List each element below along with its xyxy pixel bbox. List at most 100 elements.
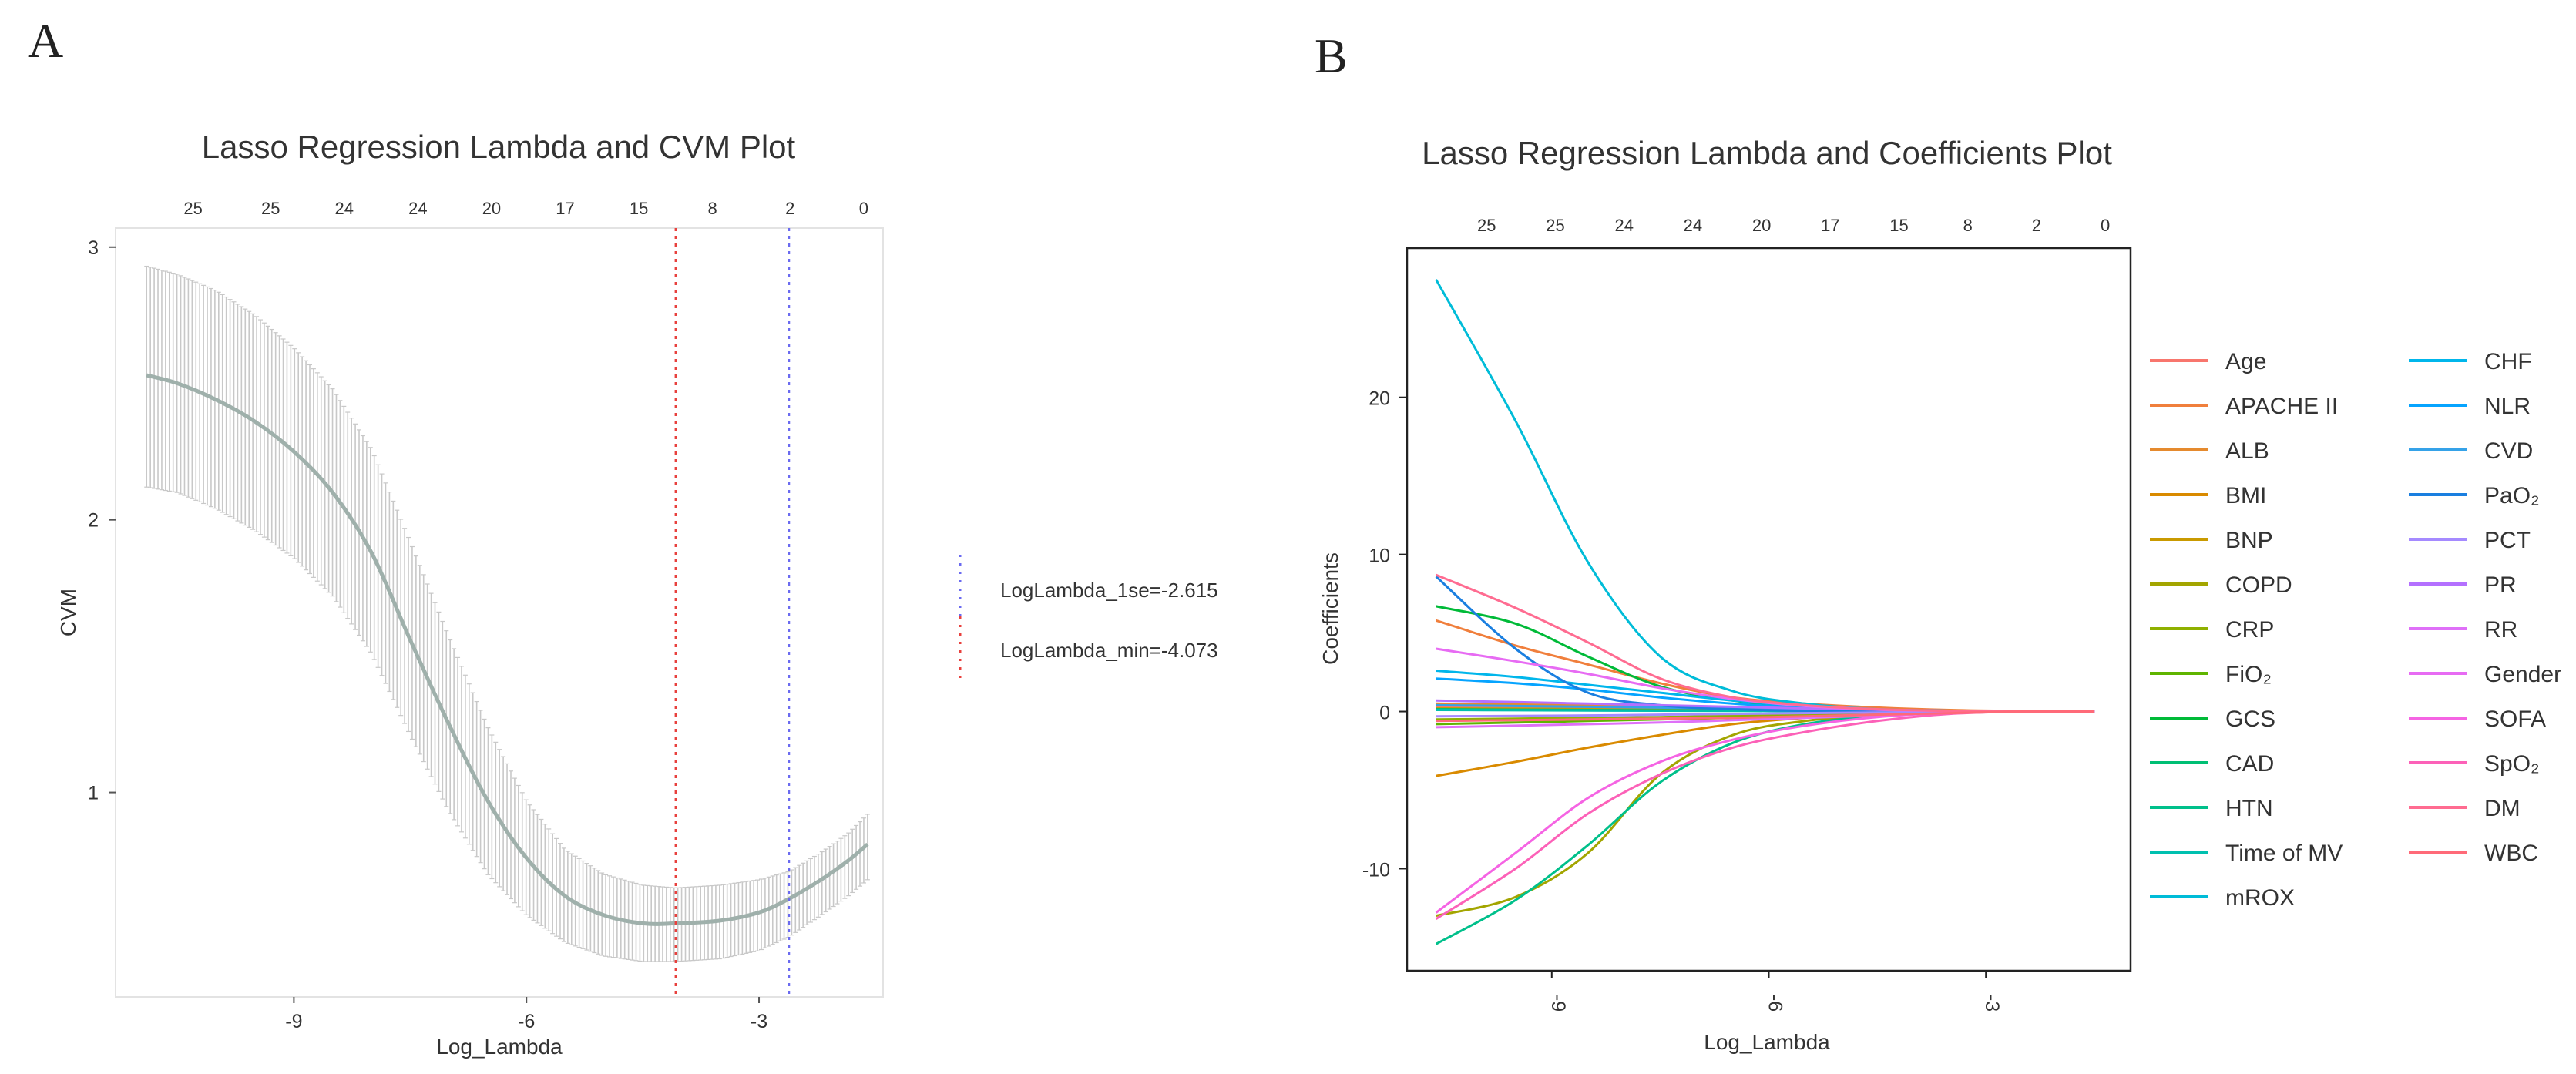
legend-label: PCT — [2484, 528, 2531, 553]
coef-top-ticks: 25 25 24 24 20 17 15 8 2 0 — [1477, 216, 2110, 235]
cvm-plot-frame — [115, 227, 884, 998]
legend-label: HTN — [2225, 796, 2273, 821]
cvm-top-tick-label: 24 — [408, 199, 427, 218]
cvm-y-ticks: 1 2 3 — [88, 237, 116, 804]
legend-item: CAD — [2150, 751, 2274, 777]
coef-legend: Age APACHE II ALB BMI BNP COPD CRP FiO₂ GCS CAD HT… — [2150, 349, 2561, 911]
coef-line — [1436, 710, 2095, 723]
coef-x-axis-label: Log_Lambda — [1704, 1030, 1830, 1054]
legend-label: CVD — [2484, 438, 2533, 464]
cvm-legend: LogLambda_1se=-2.615 LogLambda_min=-4.07… — [959, 555, 1218, 684]
legend-item: DM — [2409, 796, 2521, 821]
legend-item: Age — [2150, 349, 2266, 374]
legend-item: FiO₂ — [2150, 662, 2272, 687]
cvm-x-axis-label: Log_Lambda — [436, 1035, 563, 1059]
cvm-top-tick-label: 25 — [261, 199, 280, 218]
coef-plot-frame — [1406, 247, 2132, 972]
legend-label: mROX — [2225, 885, 2295, 911]
cvm-y-tick-label: 3 — [88, 237, 99, 259]
coef-y-tick-label: 10 — [1369, 545, 1390, 567]
cvm-top-tick-label: 17 — [556, 199, 574, 218]
legend-label: RR — [2484, 617, 2517, 643]
legend-label: ALB — [2225, 438, 2269, 464]
cvm-top-tick-label: 15 — [630, 199, 648, 218]
coefficients-chart: Lasso Regression Lambda and Coefficients… — [1318, 135, 2561, 1054]
coef-top-tick-label: 24 — [1614, 216, 1633, 235]
coef-y-ticks: -10 0 10 20 — [1362, 388, 1407, 881]
legend-item: NLR — [2409, 394, 2531, 419]
coef-y-tick-label: -10 — [1362, 859, 1390, 881]
legend-item: PCT — [2409, 528, 2531, 553]
legend-label: Age — [2225, 349, 2266, 374]
legend-item: COPD — [2150, 572, 2292, 598]
legend-item: PaO₂ — [2409, 483, 2540, 508]
legend-item: RR — [2409, 617, 2517, 643]
legend-label: WBC — [2484, 841, 2538, 866]
cvm-top-tick-label: 24 — [335, 199, 354, 218]
panel-b-label: B — [1315, 29, 1348, 83]
coef-y-axis-label: Coefficients — [1318, 552, 1342, 665]
cvm-y-tick-label: 2 — [88, 510, 99, 532]
legend-item: Gender — [2409, 662, 2561, 687]
legend-item: Time of MV — [2150, 841, 2343, 866]
coef-top-tick-label: 25 — [1546, 216, 1564, 235]
lambda-reference-lines — [674, 228, 791, 997]
coef-lines — [1435, 279, 2095, 945]
legend-label: DM — [2484, 796, 2521, 821]
legend-item: HTN — [2150, 796, 2273, 821]
legend-label: Time of MV — [2225, 841, 2343, 866]
cvm-curve — [146, 373, 869, 926]
legend-item: SOFA — [2409, 706, 2546, 732]
coef-top-tick-label: 17 — [1821, 216, 1839, 235]
coef-top-tick-label: 2 — [2032, 216, 2041, 235]
legend-label: CHF — [2484, 349, 2532, 374]
legend-label: SpO₂ — [2484, 751, 2540, 777]
coef-top-tick-label: 25 — [1477, 216, 1496, 235]
legend-item: BMI — [2150, 483, 2266, 508]
coef-x-ticks: -9 -6 -3 — [1547, 971, 2003, 1012]
cvm-top-ticks: 25 25 24 24 20 17 15 8 2 0 — [183, 199, 868, 218]
legend-label: CRP — [2225, 617, 2274, 643]
legend-item: CHF — [2409, 349, 2532, 374]
legend-label-min: LogLambda_min=-4.073 — [1000, 639, 1218, 662]
legend-label: BNP — [2225, 528, 2273, 553]
coef-x-tick-label: -9 — [1547, 995, 1569, 1012]
legend-item: CVD — [2409, 438, 2533, 464]
cvm-top-tick-label: 25 — [183, 199, 202, 218]
cvm-x-ticks: -9 -6 -3 — [285, 997, 767, 1032]
coef-top-tick-label: 8 — [1963, 216, 1973, 235]
legend-label: APACHE II — [2225, 394, 2338, 419]
legend-label: CAD — [2225, 751, 2274, 777]
coef-top-tick-label: 15 — [1889, 216, 1908, 235]
cvm-top-tick-label: 8 — [708, 199, 717, 218]
legend-item: mROX — [2150, 885, 2295, 911]
cvm-x-tick-label: -6 — [518, 1011, 535, 1032]
legend-item: BNP — [2150, 528, 2273, 553]
cvm-mean-line — [146, 373, 869, 926]
legend-item: APACHE II — [2150, 394, 2338, 419]
cvm-chart: Lasso Regression Lambda and CVM Plot -9-… — [56, 129, 1218, 1059]
legend-item: PR — [2409, 572, 2517, 598]
legend-item: GCS — [2150, 706, 2275, 732]
legend-label: NLR — [2484, 394, 2531, 419]
coef-top-tick-label: 0 — [2101, 216, 2110, 235]
legend-item: CRP — [2150, 617, 2274, 643]
cvm-top-tick-label: 0 — [859, 199, 868, 218]
coef-x-tick-label: -3 — [1981, 995, 2003, 1012]
coef-chart-title: Lasso Regression Lambda and Coefficients… — [1422, 135, 2112, 171]
legend-label: PR — [2484, 572, 2517, 598]
cvm-y-axis-label: CVM — [56, 589, 80, 636]
cvm-x-tick-label: -9 — [285, 1011, 302, 1032]
panel-a-label: A — [28, 13, 63, 68]
cvm-top-tick-label: 20 — [482, 199, 501, 218]
legend-label: Gender — [2484, 662, 2561, 687]
legend-label: COPD — [2225, 572, 2292, 598]
legend-item: WBC — [2409, 841, 2538, 866]
cvm-y-tick-label: 1 — [88, 783, 99, 804]
legend-item: ALB — [2150, 438, 2269, 464]
coef-top-tick-label: 20 — [1752, 216, 1771, 235]
coef-top-tick-label: 24 — [1684, 216, 1702, 235]
coef-x-tick-label: -6 — [1765, 995, 1786, 1012]
legend-label: PaO₂ — [2484, 483, 2540, 508]
legend-label: BMI — [2225, 483, 2266, 508]
